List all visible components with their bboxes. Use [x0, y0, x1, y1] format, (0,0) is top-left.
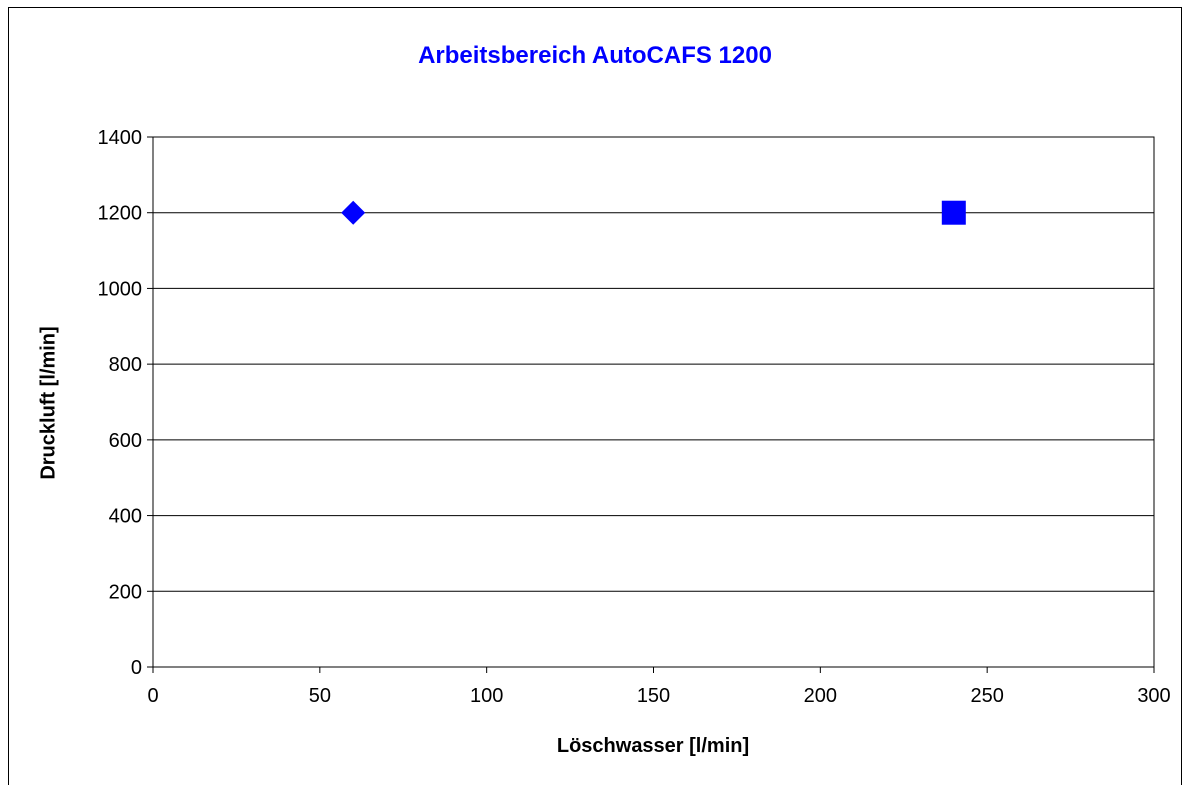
y-tick-label: 0 — [131, 657, 142, 679]
y-tick-label: 400 — [109, 506, 142, 528]
y-tick-label: 200 — [109, 581, 142, 603]
y-tick-label: 1400 — [98, 127, 143, 149]
x-tick-label: 200 — [804, 685, 837, 707]
x-tick-label: 100 — [470, 685, 503, 707]
y-tick-label: 600 — [109, 430, 142, 452]
x-tick-label: 250 — [970, 685, 1003, 707]
x-tick-label: 150 — [637, 685, 670, 707]
y-tick-label: 1000 — [98, 278, 143, 300]
y-axis-label: Druckluft [l/min] — [37, 326, 60, 480]
x-tick-label: 300 — [1137, 685, 1170, 707]
x-axis-label: Löschwasser [l/min] — [556, 735, 750, 757]
plot-area — [152, 136, 1155, 668]
x-tick-label: 50 — [309, 685, 331, 707]
data-point-square — [941, 200, 966, 225]
chart-title: Arbeitsbereich AutoCAFS 1200 — [418, 42, 772, 69]
data-point-diamond — [341, 200, 366, 225]
y-tick-label: 800 — [109, 354, 142, 376]
y-tick-label: 1200 — [98, 203, 143, 225]
x-tick-label: 0 — [147, 685, 158, 707]
